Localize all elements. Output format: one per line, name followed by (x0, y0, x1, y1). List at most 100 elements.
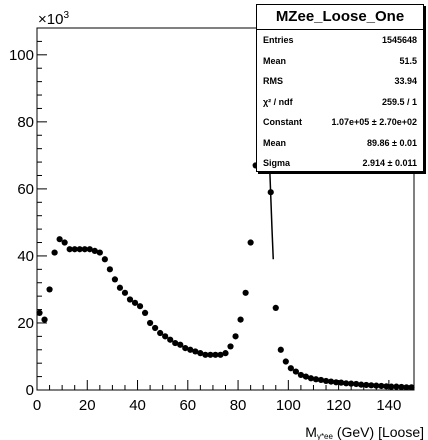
stats-row: Entries 1545648 (257, 30, 423, 51)
data-point (71, 246, 78, 253)
data-point (207, 351, 214, 358)
data-point (348, 380, 355, 387)
data-point (227, 343, 234, 350)
data-point (378, 382, 385, 390)
data-point (167, 336, 174, 343)
data-point (41, 316, 48, 323)
data-point (81, 246, 88, 253)
data-point (106, 266, 113, 273)
x-tick-label: 140 (376, 397, 401, 414)
data-point (358, 381, 365, 388)
data-point (51, 249, 58, 256)
stats-box: MZee_Loose_One Entries 1545648 Mean 51.5 RMS… (256, 4, 424, 172)
data-point (312, 376, 320, 383)
y-tick-label: 80 (17, 114, 34, 131)
stats-value: 1545648 (381, 35, 417, 46)
stats-value: 259.5 / 1 (381, 96, 417, 107)
data-point (192, 348, 199, 355)
data-point (182, 345, 189, 352)
data-point (388, 383, 395, 390)
data-point (307, 375, 315, 382)
data-point (141, 309, 149, 317)
data-point (247, 239, 254, 246)
data-point (302, 373, 310, 380)
x-tick-label: 40 (129, 397, 146, 414)
data-point (172, 339, 179, 347)
x-tick-label: 120 (326, 397, 351, 414)
data-point (56, 236, 63, 243)
data-point (177, 341, 184, 348)
data-point (297, 371, 304, 379)
x-tick-label: 100 (276, 397, 301, 414)
x-tick-label: 60 (179, 397, 196, 414)
data-point (126, 296, 134, 303)
stats-label: Mean (263, 137, 287, 148)
y-axis-ticks: 0 20 40 60 80 100 (9, 27, 47, 399)
data-point (338, 379, 345, 386)
data-point (317, 376, 325, 384)
y-tick-label: 60 (17, 181, 34, 198)
data-point (111, 276, 119, 283)
data-point (332, 379, 340, 386)
stats-label: Entries (263, 35, 294, 46)
data-point (212, 351, 219, 358)
stats-value: 89.86 ± 0.01 (367, 137, 417, 148)
stats-title: MZee_Loose_One (257, 5, 423, 30)
data-point (76, 246, 83, 253)
data-point (101, 256, 108, 263)
stats-row: Sigma 2.914 ± 0.011 (257, 153, 423, 174)
data-point (131, 299, 139, 306)
data-point (157, 329, 164, 337)
stats-label: χ² / ndf (263, 96, 293, 107)
data-point (277, 346, 284, 353)
data-point (292, 368, 299, 375)
stats-label: RMS (263, 76, 283, 87)
data-point (96, 249, 103, 256)
data-point (202, 351, 209, 358)
stats-value: 51.5 (399, 55, 417, 66)
data-point (287, 365, 294, 372)
data-point (162, 333, 169, 340)
stats-value: 1.07e+05 ± 2.70e+02 (331, 117, 417, 128)
data-point (66, 246, 73, 253)
data-point (242, 289, 249, 296)
stats-row: Mean 89.86 ± 0.01 (257, 133, 423, 154)
data-point (222, 350, 229, 357)
data-point (36, 309, 43, 317)
data-point (322, 377, 330, 385)
data-point (217, 351, 224, 358)
y-axis-multiplier: ×103 (38, 10, 69, 28)
data-point (86, 246, 93, 253)
stats-label: Sigma (263, 158, 291, 169)
data-point (272, 304, 279, 311)
x-axis-ticks: 0 20 40 60 80 100 120 140 (33, 380, 415, 414)
data-point (403, 384, 410, 391)
stats-row: Mean 51.5 (257, 51, 423, 72)
stats-value: 2.914 ± 0.011 (362, 158, 418, 169)
data-point (116, 284, 124, 291)
data-point (46, 286, 53, 293)
data-point (61, 239, 68, 246)
y-tick-label: 20 (17, 315, 34, 332)
data-point (147, 319, 154, 327)
data-point (343, 380, 350, 387)
stats-row: RMS 33.94 (257, 71, 423, 92)
data-point (408, 384, 415, 391)
data-point (91, 247, 98, 254)
data-point (353, 380, 360, 388)
stats-label: Constant (263, 117, 302, 128)
data-point (237, 316, 244, 323)
stats-label: Mean (263, 55, 287, 66)
data-point (363, 381, 370, 389)
x-tick-label: 80 (230, 397, 247, 414)
y-tick-label: 0 (26, 382, 34, 399)
data-point (152, 324, 159, 332)
data-point (197, 350, 204, 357)
data-point (327, 378, 335, 385)
x-axis-label: Mγ*ee (GeV) [Loose] (305, 424, 424, 440)
stats-rows: Entries 1545648 Mean 51.5 RMS 33.94 χ² / ndf 25… (257, 30, 423, 174)
data-point (232, 333, 239, 340)
stats-value: 33.94 (394, 76, 417, 87)
y-tick-label: 40 (17, 248, 34, 265)
